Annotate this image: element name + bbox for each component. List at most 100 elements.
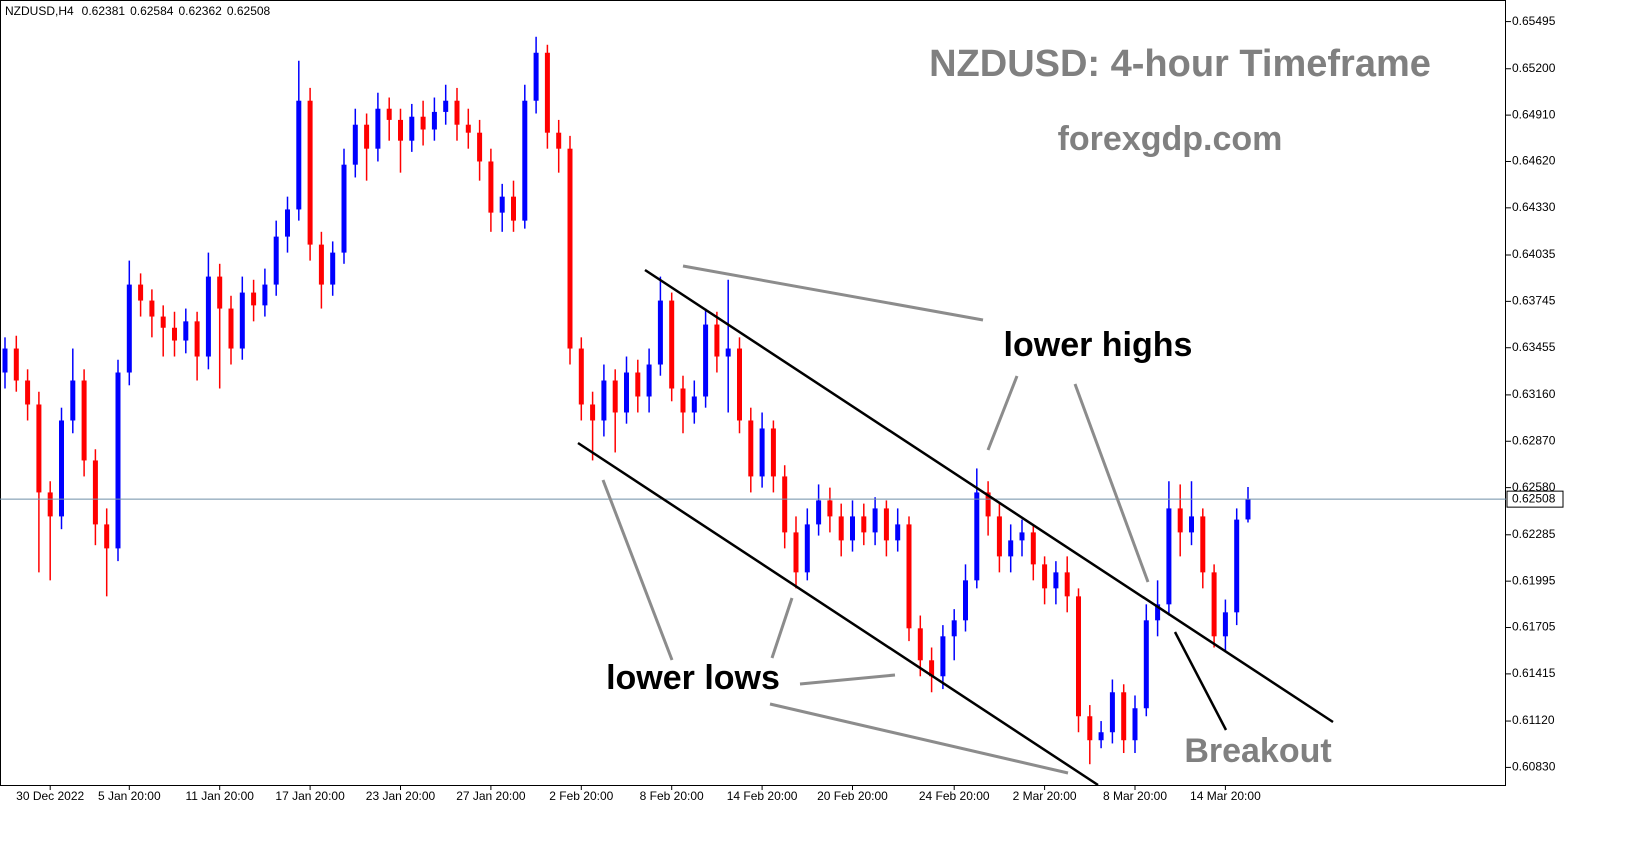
candle-body <box>669 300 675 389</box>
candle-body <box>273 236 279 285</box>
candle-body <box>172 327 177 341</box>
candle-body <box>1019 532 1025 541</box>
candle-body <box>963 580 968 621</box>
candle-body <box>1200 516 1206 573</box>
candle-body <box>996 516 1002 557</box>
candle-body <box>759 428 765 477</box>
candle-body <box>635 372 641 397</box>
candle-body <box>816 500 822 525</box>
candle-body <box>850 516 855 541</box>
candle-body <box>748 420 754 477</box>
y-tick-label: 0.65200 <box>1512 61 1556 75</box>
upper-trendline <box>644 268 1334 724</box>
candle-body <box>804 524 810 573</box>
candle-body <box>906 524 912 629</box>
y-tick-label: 0.62870 <box>1512 433 1556 447</box>
candle-body <box>1143 620 1149 709</box>
candle-body <box>36 404 42 493</box>
chart-title: NZDUSD: 4-hour Timeframe <box>929 43 1431 85</box>
candle-body <box>861 516 867 533</box>
pointer <box>601 479 674 661</box>
candle-body <box>940 636 946 677</box>
axes: 0.65495 0.65200 0.64910 0.64620 0.64330 0.640… <box>16 14 1556 803</box>
candle-body <box>1008 540 1014 557</box>
candle-body <box>251 292 257 306</box>
candle-body <box>725 348 731 357</box>
candle-body <box>737 348 742 421</box>
candle-body <box>409 116 415 141</box>
x-tick-label: 14 Feb 20:00 <box>727 789 798 803</box>
y-tick-label: 0.64035 <box>1512 247 1556 261</box>
candle-body <box>454 100 460 125</box>
candle-body <box>431 111 437 130</box>
candle-body <box>974 492 980 581</box>
candle-body <box>59 420 64 517</box>
candle-body <box>556 132 562 149</box>
pointer <box>1073 383 1150 583</box>
annotation: lower highs <box>1004 326 1193 364</box>
candle-body <box>1132 708 1138 741</box>
candle-body <box>2 348 8 373</box>
candle-body <box>318 244 324 285</box>
y-tick-label: 0.63745 <box>1512 294 1556 308</box>
current-price-label: 0.62508 <box>1512 491 1556 505</box>
candle-body <box>612 380 618 413</box>
x-tick-label: 14 Mar 20:00 <box>1190 789 1261 803</box>
ohlc-high: 0.62584 <box>130 4 174 18</box>
candle-body <box>793 532 799 573</box>
candle-body <box>115 372 121 549</box>
candle-body <box>330 252 336 285</box>
candle-body <box>872 508 878 533</box>
candle-body <box>1076 596 1081 717</box>
x-tick-label: 27 Jan 20:00 <box>456 789 526 803</box>
candle-body <box>398 119 403 141</box>
candle-body <box>601 380 607 421</box>
current-price-box <box>1506 490 1564 508</box>
y-tick-label: 0.64330 <box>1512 200 1556 214</box>
candle-body <box>590 404 596 421</box>
candle-body <box>217 276 223 309</box>
pointer <box>769 702 1069 775</box>
ohlc-close: 0.62508 <box>227 4 271 18</box>
pointer <box>682 264 984 322</box>
x-tick-label: 24 Feb 20:00 <box>919 789 990 803</box>
candle-body <box>1177 508 1183 533</box>
candle-body <box>714 324 720 357</box>
candle-body <box>364 124 370 149</box>
x-tick-label: 5 Jan 20:00 <box>98 789 161 803</box>
candle-body <box>443 100 449 112</box>
candle-body <box>352 124 358 165</box>
candle-body <box>183 321 189 341</box>
x-tick-label: 2 Mar 20:00 <box>1013 789 1077 803</box>
plot-frame <box>0 0 1506 786</box>
candle-body <box>285 209 290 237</box>
candle-body <box>13 348 19 381</box>
y-tick-label: 0.61415 <box>1512 666 1556 680</box>
symbol: NZDUSD,H4 <box>5 4 74 18</box>
pointer <box>986 375 1019 451</box>
candle-body <box>1189 516 1194 533</box>
candle-body <box>205 276 211 357</box>
candle-body <box>951 620 957 637</box>
x-tick-label: 2 Feb 20:00 <box>549 789 613 803</box>
ohlc-low: 0.62362 <box>178 4 222 18</box>
x-tick-label: 17 Jan 20:00 <box>275 789 345 803</box>
candle-body <box>149 300 155 317</box>
candle-body <box>680 388 686 413</box>
candle-body <box>1121 692 1127 741</box>
candle-body <box>917 628 923 661</box>
lower-trendline <box>577 441 1099 787</box>
y-tick-label: 0.62580 <box>1512 480 1556 494</box>
pointer-lines <box>601 264 1150 775</box>
candles: 0.62508 <box>0 36 1564 765</box>
y-tick-label: 0.60830 <box>1512 760 1556 774</box>
candle-body <box>341 164 347 253</box>
x-tick-label: 8 Feb 20:00 <box>640 789 704 803</box>
candle-body <box>1087 716 1093 741</box>
candle-body <box>657 300 663 365</box>
candle-body <box>646 364 652 397</box>
x-tick-label: 11 Jan 20:00 <box>185 789 254 803</box>
candle-body <box>624 372 629 413</box>
candle-body <box>533 52 539 101</box>
